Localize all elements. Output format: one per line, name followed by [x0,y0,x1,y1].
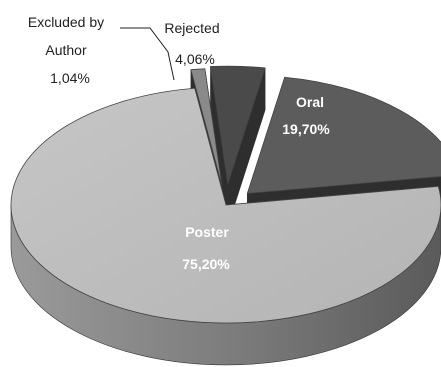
slice-top-poster [10,87,441,324]
slice-top-excluded [190,68,223,187]
slice-top-rejected [210,65,266,185]
slice-value-rejected: 4,06% [175,51,215,67]
slice-top-oral [246,76,441,194]
slice-label-excluded-line2: Author [45,42,87,58]
slice-label-excluded-line1: Excluded by [28,14,104,30]
slice-label-poster: Poster [185,224,229,240]
labels-layer: Oral 19,70% Poster 75,20% Excluded by Au… [28,14,330,272]
slice-label-rejected: Rejected [164,20,219,36]
leader-line-excluded [120,27,175,81]
slice-value-poster: 75,20% [182,256,230,272]
slice-value-oral: 19,70% [282,121,330,137]
slice-label-oral: Oral [296,94,324,110]
slice-value-excluded: 1,04% [50,70,90,86]
slices-layer [10,65,441,366]
